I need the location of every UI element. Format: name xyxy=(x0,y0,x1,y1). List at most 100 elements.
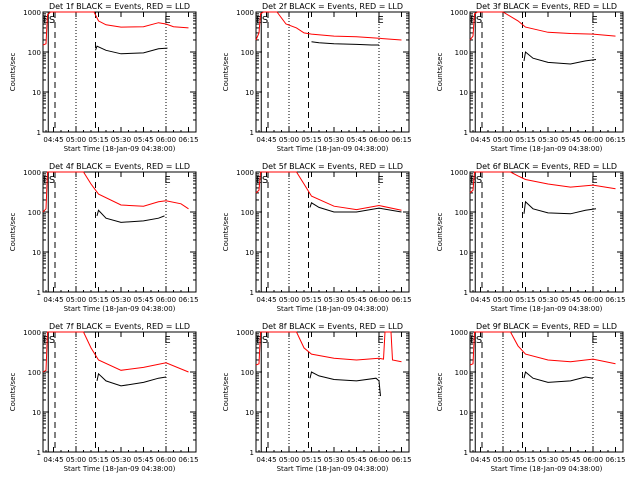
lld-series-line xyxy=(469,171,616,194)
x-tick-label: 05:00 xyxy=(279,296,299,304)
panel-title: Det 1f BLACK = Events, RED = LLD xyxy=(49,2,190,11)
x-tick-label: 04:45 xyxy=(256,296,276,304)
y-axis-label: Counts/sec xyxy=(222,213,230,252)
plot-frame xyxy=(42,171,197,293)
x-tick-label: 06:15 xyxy=(178,296,198,304)
lld-series-line xyxy=(42,331,189,373)
x-tick-label: 06:00 xyxy=(583,456,603,464)
events-series-line xyxy=(309,202,402,213)
y-tick-label: 100 xyxy=(28,49,41,57)
lld-series-line xyxy=(255,171,402,211)
x-tick-label: 05:00 xyxy=(493,296,513,304)
detector-panel-5: Det 5f BLACK = Events, RED = LLD 1 10 100 10… xyxy=(222,162,412,313)
y-tick-label: 100 xyxy=(241,209,254,217)
y-tick-label: 1 xyxy=(250,129,254,137)
x-tick-label: 06:15 xyxy=(605,296,625,304)
y-tick-label: 1000 xyxy=(450,9,468,17)
plot-frame xyxy=(469,11,624,133)
x-tick-label: 06:00 xyxy=(156,296,176,304)
events-series-line xyxy=(523,200,597,215)
y-tick-label: 1000 xyxy=(450,169,468,177)
x-tick-label: 05:45 xyxy=(346,296,366,304)
y-tick-label: 1000 xyxy=(450,329,468,337)
x-tick-label: 05:45 xyxy=(346,456,366,464)
y-axis-label: Counts/sec xyxy=(436,53,444,92)
x-tick-label: 05:15 xyxy=(515,456,535,464)
panel-title: Det 2f BLACK = Events, RED = LLD xyxy=(262,2,403,11)
x-tick-label: 05:00 xyxy=(66,136,86,144)
y-tick-label: 10 xyxy=(245,249,254,257)
x-tick-label: 06:00 xyxy=(369,456,389,464)
lld-series-line xyxy=(255,11,402,41)
x-tick-label: 06:15 xyxy=(605,136,625,144)
y-tick-label: 10 xyxy=(245,89,254,97)
panel-title: Det 9f BLACK = Events, RED = LLD xyxy=(476,322,617,331)
x-tick-label: 05:00 xyxy=(279,136,299,144)
x-tick-label: 06:15 xyxy=(178,456,198,464)
y-axis-label: Counts/sec xyxy=(9,53,17,92)
x-tick-label: 06:00 xyxy=(369,136,389,144)
plot-frame xyxy=(255,11,410,133)
events-series-line xyxy=(523,51,597,65)
event-marker-s: S xyxy=(49,175,55,186)
y-axis-label: Counts/sec xyxy=(222,53,230,92)
x-tick-label: 05:15 xyxy=(301,136,321,144)
x-tick-label: 05:45 xyxy=(560,136,580,144)
x-axis-label: Start Time (18-Jan-09 04:38:00) xyxy=(277,145,389,153)
lld-series-line xyxy=(469,11,616,41)
events-series-line xyxy=(523,371,594,383)
x-tick-label: 05:00 xyxy=(279,456,299,464)
x-tick-label: 06:00 xyxy=(156,136,176,144)
event-marker-e: E xyxy=(591,15,597,26)
x-tick-label: 05:30 xyxy=(111,456,131,464)
lld-series-line xyxy=(42,11,189,46)
x-axis-label: Start Time (18-Jan-09 04:38:00) xyxy=(64,145,176,153)
event-marker-e: E xyxy=(377,15,383,26)
x-tick-label: 06:15 xyxy=(391,296,411,304)
x-tick-label: 06:15 xyxy=(391,136,411,144)
plot-frame xyxy=(42,11,197,133)
x-tick-label: 04:45 xyxy=(470,296,490,304)
y-tick-label: 1 xyxy=(250,289,254,297)
x-tick-label: 05:15 xyxy=(88,136,108,144)
x-tick-label: 04:45 xyxy=(43,456,63,464)
y-tick-label: 1 xyxy=(250,449,254,457)
y-tick-label: 10 xyxy=(32,249,41,257)
event-marker-e: E xyxy=(43,15,49,26)
y-axis-label: Counts/sec xyxy=(9,373,17,412)
detector-panel-8: Det 8f BLACK = Events, RED = LLD 1 10 100 10… xyxy=(222,322,412,473)
event-marker-s: S xyxy=(476,335,482,346)
events-series-line xyxy=(95,45,168,55)
detector-panel-3: Det 3f BLACK = Events, RED = LLD 1 10 100 10… xyxy=(436,2,626,153)
x-axis-label: Start Time (18-Jan-09 04:38:00) xyxy=(277,305,389,313)
panel-title: Det 6f BLACK = Events, RED = LLD xyxy=(476,162,617,171)
y-tick-label: 1000 xyxy=(23,329,41,337)
event-marker-e: E xyxy=(256,335,262,346)
y-tick-label: 100 xyxy=(241,369,254,377)
x-tick-label: 06:15 xyxy=(391,456,411,464)
x-tick-label: 05:30 xyxy=(111,296,131,304)
x-tick-label: 05:00 xyxy=(66,456,86,464)
detector-panel-6: Det 6f BLACK = Events, RED = LLD 1 10 100 10… xyxy=(436,162,626,313)
x-tick-label: 05:00 xyxy=(493,456,513,464)
event-marker-s: S xyxy=(49,15,55,26)
y-axis-label: Counts/sec xyxy=(436,213,444,252)
x-tick-label: 04:45 xyxy=(470,456,490,464)
event-marker-s: S xyxy=(476,175,482,186)
panel-title: Det 3f BLACK = Events, RED = LLD xyxy=(476,2,617,11)
x-tick-label: 05:15 xyxy=(515,296,535,304)
event-marker-e: E xyxy=(591,335,597,346)
y-axis-label: Counts/sec xyxy=(9,213,17,252)
y-axis-label: Counts/sec xyxy=(436,373,444,412)
plot-frame xyxy=(469,331,624,453)
x-tick-label: 06:00 xyxy=(583,296,603,304)
detector-panel-1: Det 1f BLACK = Events, RED = LLD 1 10 100 10… xyxy=(9,2,199,153)
y-tick-label: 100 xyxy=(28,209,41,217)
x-tick-label: 05:30 xyxy=(538,456,558,464)
x-tick-label: 04:45 xyxy=(43,296,63,304)
y-tick-label: 1000 xyxy=(23,169,41,177)
event-marker-e: E xyxy=(377,175,383,186)
panel-title: Det 4f BLACK = Events, RED = LLD xyxy=(49,162,190,171)
x-tick-label: 05:15 xyxy=(301,296,321,304)
events-series-line xyxy=(309,371,381,397)
